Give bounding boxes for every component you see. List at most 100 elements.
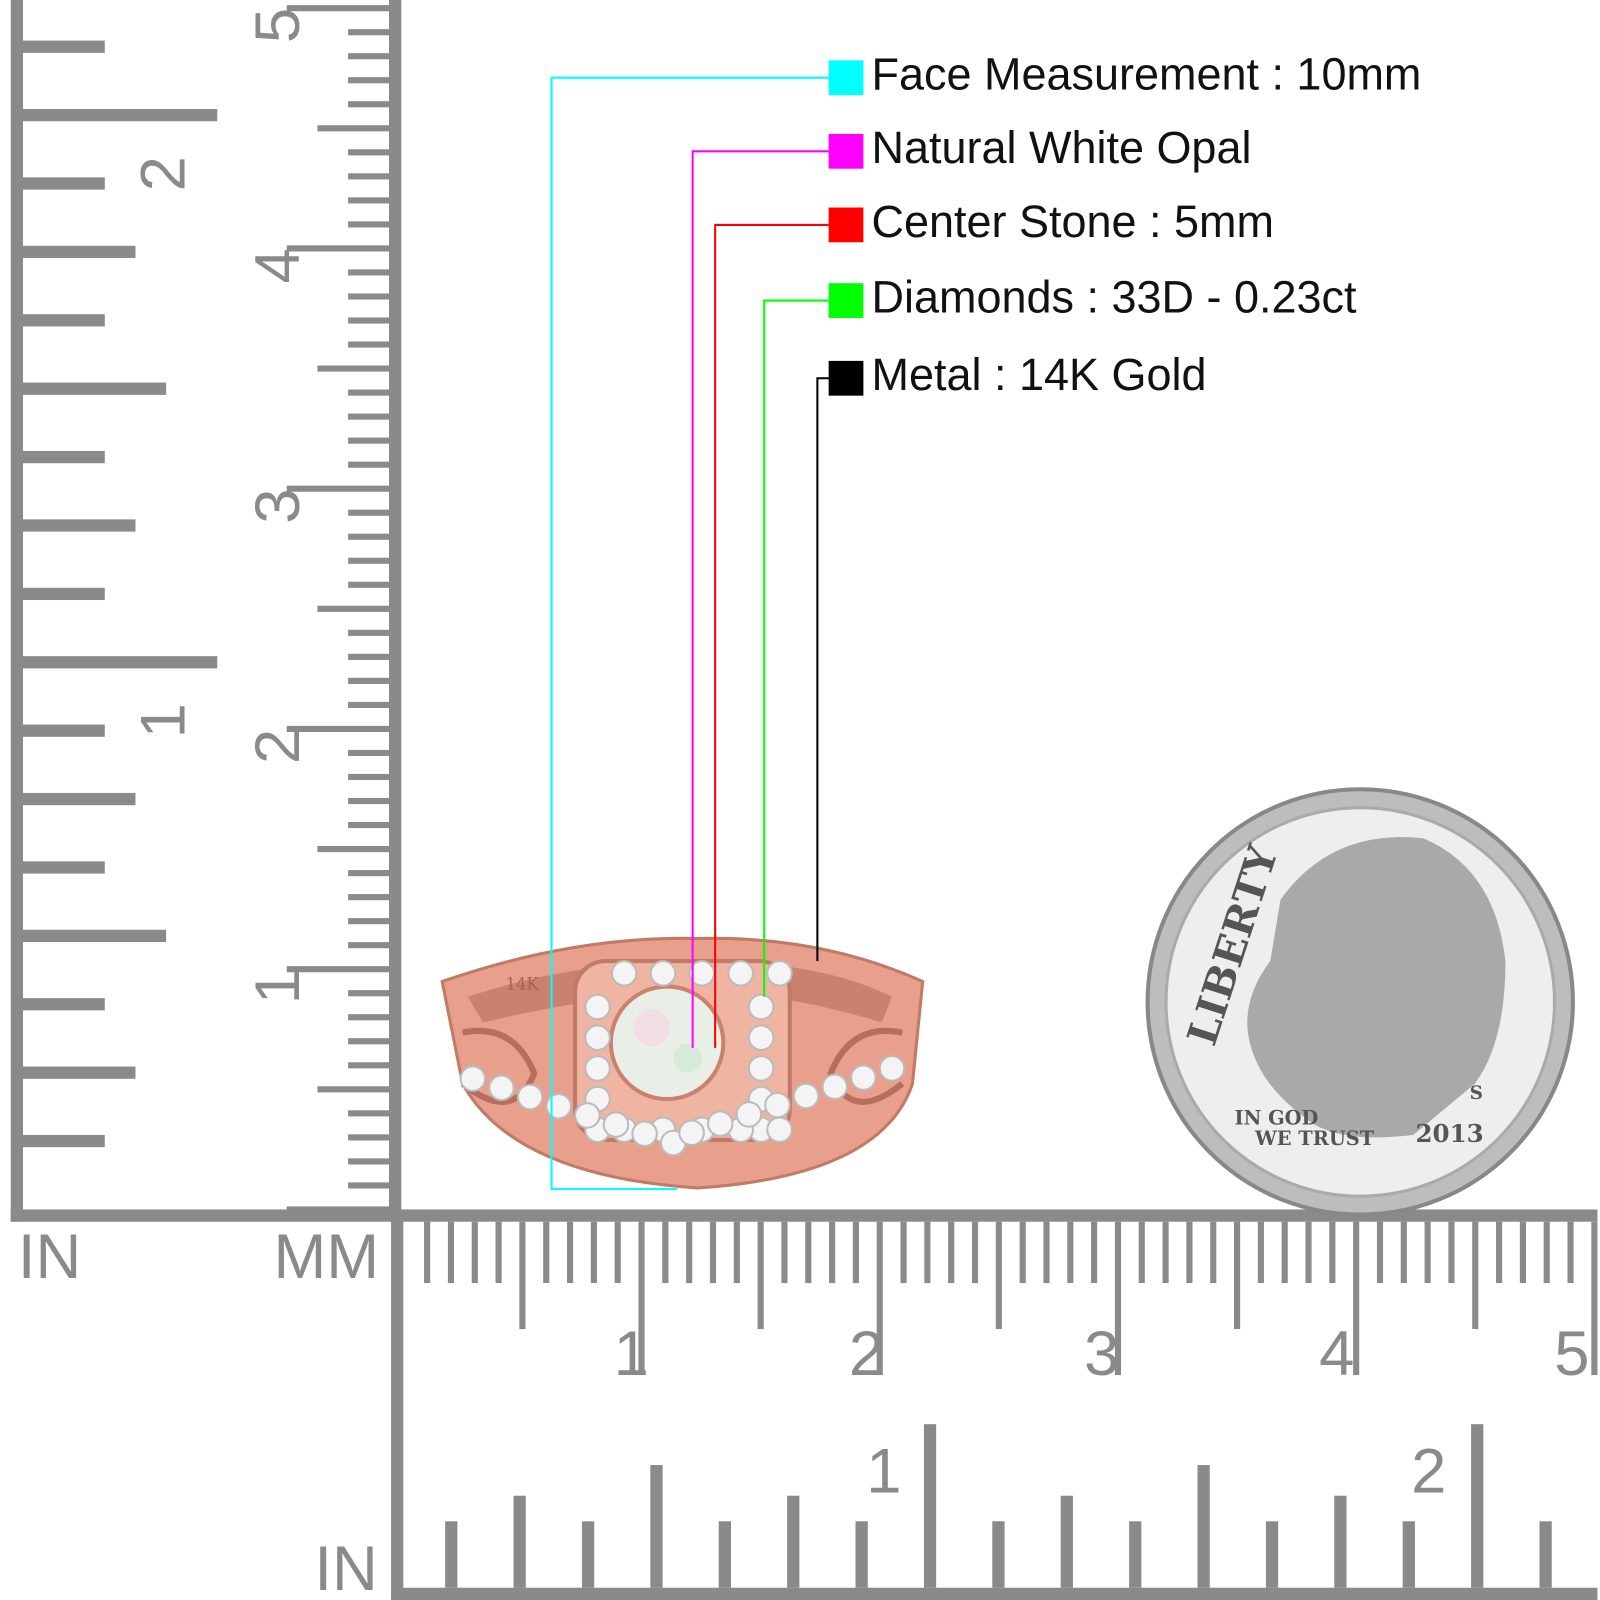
tick: [495, 1221, 502, 1284]
ring: 14K: [440, 936, 925, 1190]
tick: [1257, 1221, 1264, 1284]
diamond: [766, 1116, 793, 1144]
ruler-label: 3: [1084, 1319, 1119, 1389]
tick: [348, 509, 390, 516]
tick: [1197, 1465, 1210, 1588]
legend-swatch: [828, 60, 864, 96]
spec-list: Face Measurement : 10mm Natural White Opa…: [550, 49, 1422, 1191]
tick: [1472, 1221, 1479, 1330]
tick: [1067, 1221, 1074, 1284]
engraving: 14K: [506, 975, 540, 994]
ruler-label: 1: [614, 1319, 649, 1389]
tick: [23, 314, 105, 327]
tick: [757, 1221, 764, 1330]
diamond: [678, 1119, 705, 1147]
tick: [348, 990, 390, 997]
spec-label: Diamonds : 33D - 0.23ct: [872, 271, 1357, 322]
tick: [445, 1521, 458, 1588]
tick: [23, 519, 136, 532]
tick: [348, 653, 390, 660]
tick: [23, 177, 105, 190]
tick: [286, 485, 390, 492]
diamond: [459, 1065, 487, 1092]
tick: [1329, 1221, 1336, 1284]
tick: [23, 929, 167, 943]
ruler-edge: [10, 0, 24, 1222]
tick: [348, 629, 390, 636]
tick: [900, 1221, 907, 1284]
diamond: [766, 960, 793, 987]
tick: [519, 1221, 526, 1330]
tick: [23, 998, 105, 1011]
diamond: [747, 1024, 775, 1051]
diamond: [747, 993, 775, 1021]
tick: [348, 557, 390, 564]
tick: [348, 1062, 390, 1069]
tick: [348, 53, 390, 60]
tick: [855, 1521, 868, 1588]
spec-label: Natural White Opal: [872, 122, 1252, 173]
ruler-edge: [391, 1211, 404, 1600]
diamond: [545, 1092, 573, 1120]
tick: [718, 1521, 731, 1588]
diamond: [584, 1024, 611, 1051]
tick: [447, 1221, 455, 1284]
tick: [23, 587, 105, 601]
tick: [1567, 1221, 1574, 1284]
tick: [286, 725, 390, 733]
tick: [1353, 1221, 1360, 1376]
unit-label: IN: [18, 1222, 81, 1292]
tick: [924, 1221, 931, 1284]
tick: [876, 1221, 883, 1376]
tick: [348, 413, 390, 420]
tick: [348, 149, 390, 156]
tick: [286, 966, 390, 973]
tick: [348, 821, 390, 829]
leader-line: [550, 76, 829, 1191]
leader-line: [816, 377, 829, 962]
leader-line: [763, 299, 829, 997]
diamond: [649, 960, 677, 987]
spec-label: Center Stone : 5mm: [872, 196, 1274, 247]
tick: [23, 40, 105, 53]
tick: [23, 861, 105, 874]
tick: [590, 1221, 597, 1284]
ruler-label: 4: [243, 248, 313, 283]
tick: [1019, 1221, 1026, 1284]
diamond: [584, 1055, 611, 1082]
tick: [348, 870, 390, 877]
coin: LIBERTY IN GOD WE TRUST 2013 S: [1145, 787, 1575, 1217]
tick: [348, 221, 390, 228]
tick: [1376, 1221, 1384, 1284]
tick: [805, 1221, 812, 1284]
tick: [1543, 1221, 1550, 1284]
rulers: IN MM IN 1 2 3 4 5 1 2 1 2 3 4 5 1 2: [10, 0, 1598, 1600]
tick: [1591, 1221, 1598, 1376]
tick: [23, 382, 167, 395]
spec-label: Face Measurement : 10mm: [872, 49, 1422, 100]
diamond: [735, 1101, 763, 1128]
tick: [787, 1495, 800, 1588]
tick: [317, 125, 390, 132]
tick: [348, 942, 390, 949]
tick: [348, 341, 390, 348]
tick: [23, 450, 105, 464]
tick: [1471, 1424, 1484, 1588]
tick: [317, 605, 390, 612]
diamond: [631, 1120, 658, 1148]
tick: [781, 1221, 788, 1284]
tick: [662, 1221, 669, 1284]
tick: [995, 1221, 1002, 1330]
diamond: [792, 1082, 820, 1110]
tick: [23, 1134, 105, 1148]
tick: [348, 749, 390, 757]
diamond: [821, 1073, 849, 1101]
tick: [23, 724, 105, 737]
tick: [23, 245, 136, 259]
diamond: [610, 960, 638, 987]
tick: [348, 797, 390, 805]
diamond: [747, 1055, 775, 1082]
tick: [971, 1221, 979, 1284]
tick: [348, 437, 390, 444]
